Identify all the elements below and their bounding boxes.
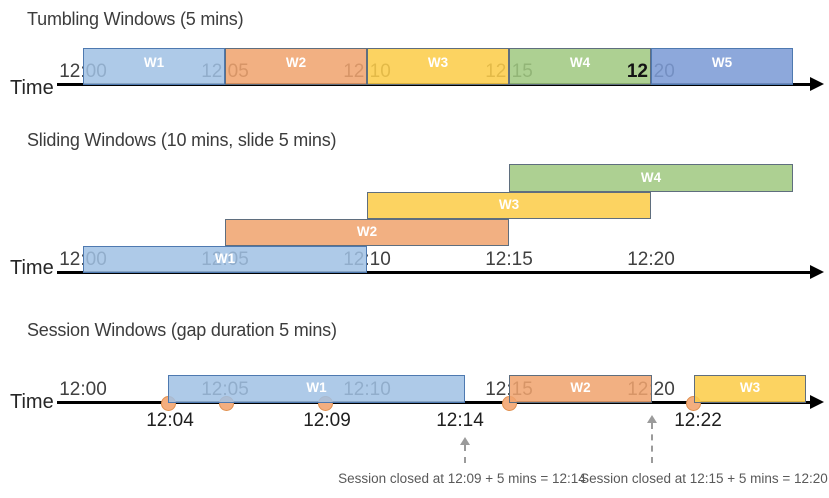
window-label-w5: W5 xyxy=(711,55,733,70)
window-label-w1: W1 xyxy=(214,251,236,266)
window-box-w1 xyxy=(83,48,225,85)
window-box-w3 xyxy=(694,375,806,403)
session-closed-note: Session closed at 12:15 + 5 mins = 12:20 xyxy=(580,471,828,486)
window-label-w3: W3 xyxy=(498,197,520,212)
time-axis-label: Time xyxy=(10,391,54,413)
section-title: Sliding Windows (10 mins, slide 5 mins) xyxy=(27,130,337,150)
time-axis-line xyxy=(57,271,810,274)
window-box-w2 xyxy=(509,375,652,403)
dashed-arrow-up-icon xyxy=(460,437,470,445)
section-title: Session Windows (gap duration 5 mins) xyxy=(27,320,337,340)
time-axis-arrowhead-icon xyxy=(810,265,824,279)
event-time-label: 12:04 xyxy=(146,410,194,431)
event-time-label: 12:09 xyxy=(303,410,351,431)
time-axis-arrowhead-icon xyxy=(810,395,824,409)
window-label-w2: W2 xyxy=(356,224,378,239)
window-label-w3: W3 xyxy=(739,380,761,395)
session-closed-note: Session closed at 12:09 + 5 mins = 12:14 xyxy=(338,471,586,486)
time-axis-label: Time xyxy=(10,77,54,99)
window-label-w3: W3 xyxy=(427,55,449,70)
time-axis-label: Time xyxy=(10,257,54,279)
window-label-w1: W1 xyxy=(143,55,165,70)
window-box-w1 xyxy=(83,246,367,273)
tick-label: 12:00 xyxy=(59,379,107,401)
section-title: Tumbling Windows (5 mins) xyxy=(27,9,244,29)
window-label-w2: W2 xyxy=(285,55,307,70)
window-box-w4 xyxy=(509,164,793,192)
dashed-arrow-line xyxy=(464,445,466,463)
event-time-label: 12:14 xyxy=(436,410,484,431)
window-label-w4: W4 xyxy=(569,55,591,70)
window-label-w4: W4 xyxy=(640,170,662,185)
time-axis-arrowhead-icon xyxy=(810,77,824,91)
window-box-w4 xyxy=(509,48,651,85)
window-box-w3 xyxy=(367,192,651,219)
dashed-arrow-line xyxy=(651,423,653,463)
event-time-label: 12:22 xyxy=(674,410,722,431)
tick-label-overlay: 12 xyxy=(626,61,648,83)
window-label-w2: W2 xyxy=(570,380,591,395)
window-label-w1: W1 xyxy=(306,380,327,395)
window-box-w5 xyxy=(651,48,793,85)
window-box-w2 xyxy=(225,48,367,85)
tick-label: 12:20 xyxy=(627,249,675,271)
window-box-w3 xyxy=(367,48,509,85)
tick-label: 12:15 xyxy=(485,249,533,271)
window-box-w2 xyxy=(225,219,509,246)
window-box-w1 xyxy=(168,375,465,403)
dashed-arrow-up-icon xyxy=(647,415,657,423)
